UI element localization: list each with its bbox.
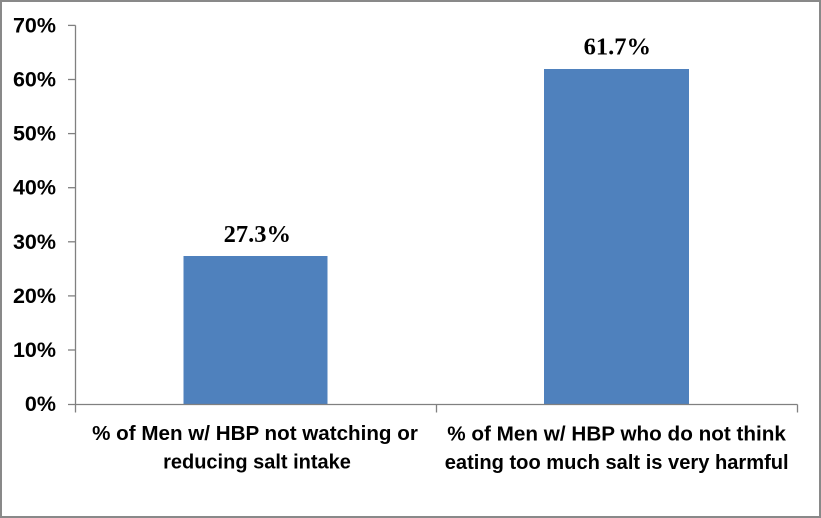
svg-text:20%: 20% [13,284,56,308]
svg-text:70%: 70% [13,13,56,37]
svg-text:30%: 30% [13,230,56,254]
svg-text:61.7%: 61.7% [584,34,651,61]
svg-text:eating too much salt is very h: eating too much salt is very harmful [445,452,789,474]
svg-text:50%: 50% [13,122,56,146]
svg-text:% of Men w/ HBP who do not thi: % of Men w/ HBP who do not think [447,423,786,446]
svg-text:0%: 0% [25,392,56,416]
svg-text:40%: 40% [13,176,56,200]
svg-text:27.3%: 27.3% [224,221,291,248]
svg-text:60%: 60% [13,68,56,92]
svg-text:% of Men w/ HBP not watching o: % of Men w/ HBP not watching or [92,422,418,445]
svg-text:10%: 10% [13,338,56,362]
svg-text:reducing salt intake: reducing salt intake [163,452,351,474]
